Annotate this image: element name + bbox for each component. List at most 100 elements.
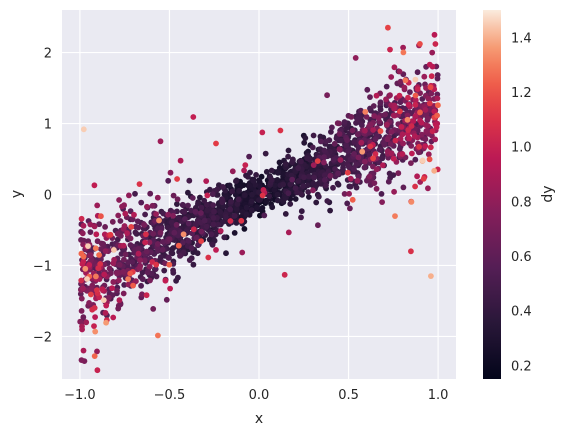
scatter-point [383,83,390,90]
scatter-point [275,169,281,176]
scatter-point [106,265,113,272]
scatter-point [86,262,93,268]
scatter-point [412,76,419,83]
scatter-point [149,202,156,209]
scatter-point [261,212,268,219]
scatter-point [119,203,125,210]
scatter-point [137,257,144,264]
scatter-point [408,123,415,129]
scatter-point [127,208,134,215]
scatter-point [241,226,248,232]
scatter-point [212,231,219,238]
scatter-point [405,101,412,108]
scatter-point [341,191,348,197]
scatter-point [397,108,403,115]
scatter-point [276,159,283,166]
scatter-point [141,257,148,264]
scatter-point [211,208,217,215]
scatter-point [124,230,130,237]
colorbar-label: dy [540,185,556,202]
scatter-point [121,282,128,288]
scatter-point [91,305,98,311]
scatter-point [396,92,403,99]
scatter-point [116,277,122,284]
scatter-point [203,223,210,230]
scatter-point [317,133,324,140]
scatter-point [321,172,328,179]
scatter-point [174,196,181,203]
scatter-point [397,135,404,142]
scatter-point [174,201,180,208]
scatter-point [391,64,398,71]
scatter-point [153,273,160,280]
scatter-point [417,109,423,116]
scatter-point [79,326,85,333]
scatter-point [100,297,107,303]
scatter-point [301,139,308,146]
scatter-point [331,140,338,147]
scatter-point [301,174,307,181]
scatter-point [409,150,415,157]
scatter-point [337,157,344,163]
scatter-point [256,177,262,184]
x-tick-labels: −1.0 −0.5 0.0 0.5 1.0 [64,388,448,403]
scatter-point [388,150,395,157]
scatter-point [215,221,222,228]
scatter-point [80,258,87,265]
scatter-point [375,115,382,121]
scatter-point [166,261,173,268]
scatter-point [236,187,243,194]
scatter-point [285,229,292,236]
scatter-point [305,189,312,195]
scatter-point [109,285,115,292]
scatter-point [427,144,434,151]
scatter-point [412,113,419,119]
scatter-point [153,261,160,268]
scatter-point [198,228,205,235]
scatter-point [414,69,421,76]
scatter-point [347,175,354,182]
scatter-point [163,296,170,303]
scatter-point [186,257,193,263]
scatter-point [271,182,278,189]
scatter-point [165,211,172,218]
scatter-point [246,153,253,160]
scatter-point [114,270,120,277]
scatter-point [382,111,388,118]
scatter-point [125,281,132,288]
scatter-point [362,109,369,115]
scatter-point [423,127,430,134]
scatter-point [323,182,329,189]
scatter-point [290,156,296,163]
scatter-point [370,103,377,109]
colorbar [483,10,501,379]
scatter-point [285,153,291,160]
scatter-point [147,277,153,284]
scatter-point [428,73,435,80]
scatter-point [338,137,344,144]
scatter-point [166,236,173,243]
scatter-point [404,116,411,123]
scatter-point [231,230,238,236]
scatter-point [358,139,365,146]
scatter-point [157,138,164,145]
scatter-point [274,197,281,204]
scatter-point [434,112,440,119]
scatter-point [109,218,116,225]
scatter-point [277,127,284,134]
scatter-point [134,218,141,225]
scatter-point [111,247,117,253]
colorbar-tick-labels: 0.2 0.4 0.6 0.8 1.0 1.2 1.4 [511,31,532,374]
scatter-point [156,217,162,224]
scatter-point [315,193,322,200]
scatter-point [94,238,101,245]
scatter-point [380,162,386,169]
scatter-point [91,353,98,359]
scatter-point [125,192,132,199]
scatter-point [198,238,205,245]
scatter-point [367,143,374,150]
scatter-point [82,265,89,272]
scatter-point [285,147,292,154]
scatter-point [150,230,157,237]
scatter-point [167,169,174,176]
